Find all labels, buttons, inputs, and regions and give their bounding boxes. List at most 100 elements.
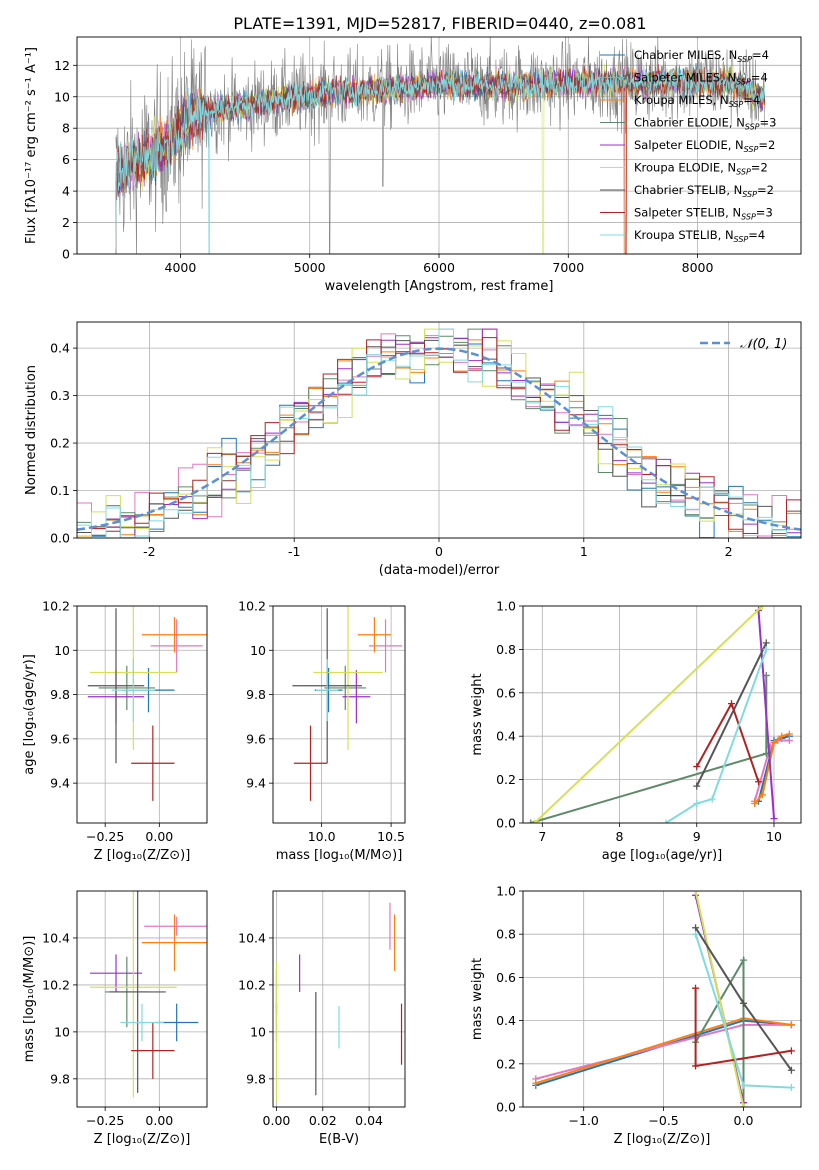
age-vs-mass-panel: 10.0 10.5 9.4 9.6 9.8 10 10.2 mass [log₁₀(M/M⊙)… (238, 599, 406, 863)
legend-model-name: Salpeter ELODIE (634, 138, 728, 152)
x-tick-label: 10.5 (377, 829, 405, 844)
mass-weight-marker (531, 819, 539, 823)
y-tick-label: 9.8 (50, 687, 70, 702)
legend-sep: , (725, 206, 732, 220)
mass-weight-marker (662, 819, 670, 823)
legend-nssp-value: 4 (762, 48, 769, 62)
axes-group: 4000 5000 6000 7000 8000 0 2 4 6 8 10 12 wavelength … (24, 36, 802, 294)
y-axis-label: age [log₁₀(age/yr)] (22, 654, 37, 775)
x-tick-label: 5000 (294, 260, 326, 275)
legend-model-name: Salpeter MILES (634, 71, 720, 85)
legend-nssp-symbol: N (734, 183, 743, 197)
axes-frame (272, 890, 406, 1108)
y-tick-label: 10.2 (238, 977, 266, 992)
axes-frame (272, 605, 406, 824)
errorbar-point (342, 670, 371, 724)
legend-sep: , (720, 71, 727, 85)
legend-entry: Kroupa STELIB, NSSP=4 (634, 228, 765, 244)
mass-weight-marker (787, 1021, 795, 1029)
y-tick-label: 2 (62, 215, 70, 230)
plot-area (527, 606, 793, 823)
y-tick-label: 10.2 (42, 599, 70, 614)
legend-entry: Kroupa ELODIE, NSSP=2 (634, 161, 768, 177)
legend-eq: = (748, 228, 758, 242)
mass-weight-marker (527, 819, 535, 823)
y-tick-label: 6 (62, 152, 70, 167)
legend-eq: = (758, 138, 768, 152)
legend-nssp-symbol: N (725, 228, 734, 242)
x-axis-label: mass [log₁₀(M/M⊙)] (276, 848, 403, 863)
y-tick-label: 10.2 (42, 977, 70, 992)
y-tick-label: 0.4 (496, 1013, 516, 1028)
legend-sep: , (718, 228, 725, 242)
legend-entry: Salpeter STELIB, NSSP=3 (634, 206, 773, 222)
legend-model-name: Kroupa STELIB (634, 228, 718, 242)
mass-weight-line (665, 649, 768, 823)
y-tick-label: 0.2 (496, 772, 516, 787)
y-axis-label: Normed distribution (24, 365, 39, 495)
mass-vs-metallicity-panel: −0.25 0.00 9.8 10 10.2 10.4 Z [log₁₀(Z/Z⊙)] mas… (22, 890, 208, 1147)
axes-group: 10.0 10.5 9.4 9.6 9.8 10 10.2 mass [log₁₀(M/M⊙)… (238, 599, 406, 863)
mass-weight-marker (755, 778, 763, 786)
axes-group: 7 8 9 10 0.0 0.2 0.4 0.6 0.8 1.0 age [log₁₀(age/yr… (470, 599, 802, 863)
y-tick-label: 9.4 (50, 776, 70, 791)
y-tick-label: 0.8 (496, 642, 516, 657)
legend-nssp-symbol: N (729, 48, 738, 62)
legend-nssp-subscript: SSP (736, 168, 751, 177)
y-tick-label: 0.0 (496, 1100, 516, 1115)
grid-group (273, 891, 405, 1107)
x-tick-label: 0.00 (145, 1113, 173, 1128)
y-tick-label: 9.6 (246, 731, 266, 746)
x-tick-label: 9 (693, 829, 701, 844)
y-tick-label: 10 (54, 89, 70, 104)
mass-weight-marker (692, 891, 700, 895)
legend-nssp-value: 2 (760, 161, 767, 175)
legend-eq: = (743, 93, 753, 107)
legend-entry: Chabrier ELODIE, NSSP=3 (634, 116, 776, 132)
mass-weight-marker (692, 1062, 700, 1070)
residual-histogram (77, 328, 801, 538)
legend-nssp-value: 4 (760, 71, 767, 85)
x-tick-label: 8 (616, 829, 624, 844)
mass-weight-marker (532, 1079, 540, 1087)
y-axis-label: mass weight (470, 958, 485, 1040)
legend-nssp-value: 4 (753, 93, 760, 107)
legend-nssp-symbol: N (727, 71, 736, 85)
axes-frame (76, 36, 802, 255)
y-tick-label: 0.6 (496, 685, 516, 700)
legend-nssp-symbol: N (720, 93, 729, 107)
grid-group (77, 605, 207, 823)
x-tick-label: 0.0 (734, 1113, 754, 1128)
y-tick-label: 0.1 (50, 483, 70, 498)
mass-weight-marker (739, 1103, 747, 1107)
errorbar-point (142, 617, 207, 653)
y-tick-label: 12 (54, 58, 70, 73)
mass-weight-marker (762, 639, 770, 647)
legend-nssp-subscript: SSP (742, 190, 757, 199)
legend-entry: Salpeter ELODIE, NSSP=2 (634, 138, 775, 154)
legend-sep: , (729, 116, 736, 130)
y-tick-label: 9.4 (246, 776, 266, 791)
y-tick-label: 0.4 (50, 341, 70, 356)
mass-weight-line (695, 701, 760, 783)
mass-weight-marker (693, 763, 701, 771)
plot-area (275, 902, 403, 1103)
axes-frame (522, 890, 802, 1108)
errorbar-point (150, 619, 203, 673)
y-axis-label: mass weight (470, 673, 485, 755)
legend-entry: Chabrier MILES, NSSP=4 (634, 48, 769, 64)
axes-group: −1.0 −0.5 0.0 0.0 0.2 0.4 0.6 0.8 1.0 Z [log₁₀(Z/… (470, 884, 802, 1147)
legend-eq: = (756, 206, 766, 220)
errorbar-point (90, 954, 142, 992)
residual-distribution-panel: -2 -1 0 1 2 0.0 0.1 0.2 0.3 0.4 (data-model)/error… (24, 321, 802, 578)
legend-eq: = (751, 161, 761, 175)
y-tick-label: 9.6 (50, 731, 70, 746)
x-tick-label: −0.25 (86, 1113, 124, 1128)
grid-group (77, 891, 207, 1107)
y-tick-label: 4 (62, 184, 70, 199)
mass-weight-marker (692, 930, 700, 938)
y-tick-label: 0.0 (496, 816, 516, 831)
legend-eq: = (751, 71, 761, 85)
x-axis-label: Z [log₁₀(Z/Z⊙)] (94, 1132, 191, 1147)
legend-sep: , (713, 93, 720, 107)
